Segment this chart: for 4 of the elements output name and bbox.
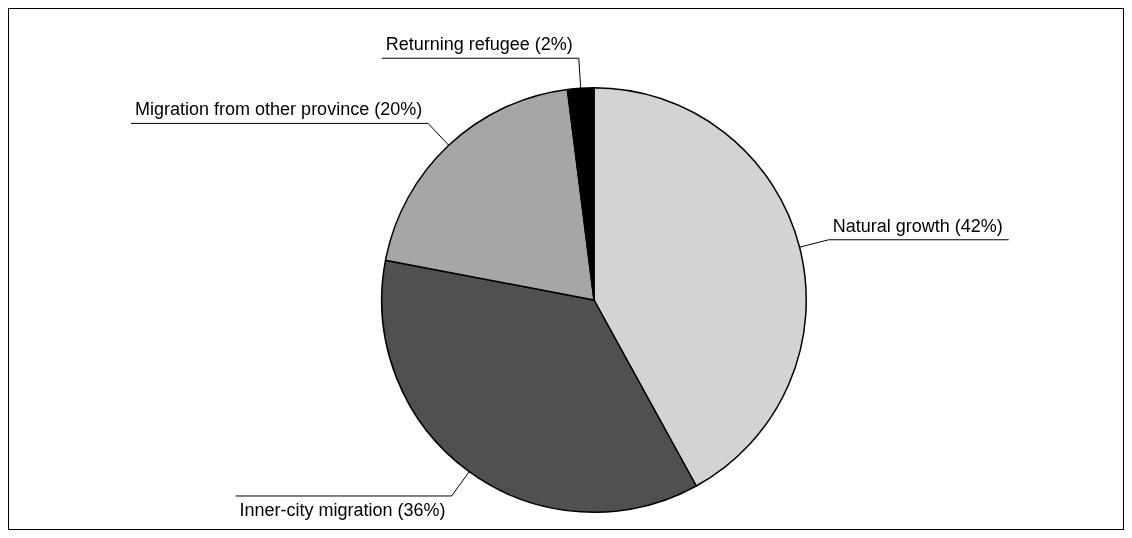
slice-label: Returning refugee (2%) bbox=[385, 34, 573, 55]
slice-label: Inner-city migration (36%) bbox=[239, 499, 446, 520]
slice-label: Natural growth (42%) bbox=[832, 215, 1003, 236]
slice-label: Migration from other province (20%) bbox=[135, 99, 423, 120]
